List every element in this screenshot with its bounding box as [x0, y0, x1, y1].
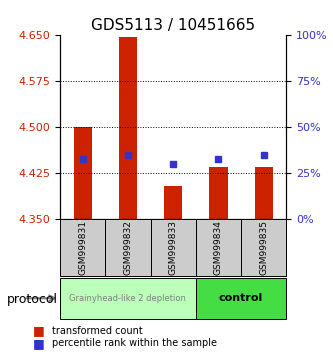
FancyBboxPatch shape	[151, 219, 196, 276]
Text: GSM999832: GSM999832	[123, 220, 133, 275]
Text: percentile rank within the sample: percentile rank within the sample	[52, 338, 216, 348]
Bar	[74, 127, 92, 219]
Text: control: control	[219, 293, 263, 303]
Text: GSM999835: GSM999835	[259, 220, 268, 275]
FancyBboxPatch shape	[196, 219, 241, 276]
FancyBboxPatch shape	[60, 219, 105, 276]
FancyBboxPatch shape	[241, 219, 286, 276]
Text: ■: ■	[33, 337, 45, 350]
Text: transformed count: transformed count	[52, 326, 143, 336]
Text: Grainyhead-like 2 depletion: Grainyhead-like 2 depletion	[70, 294, 186, 303]
Bar	[255, 167, 273, 219]
FancyBboxPatch shape	[105, 219, 151, 276]
Text: GSM999831: GSM999831	[78, 220, 87, 275]
Text: protocol: protocol	[7, 293, 58, 306]
Title: GDS5113 / 10451665: GDS5113 / 10451665	[91, 18, 255, 33]
FancyBboxPatch shape	[60, 278, 196, 319]
Text: GSM999833: GSM999833	[168, 220, 178, 275]
Text: ■: ■	[33, 325, 45, 337]
Bar	[119, 36, 137, 219]
Bar	[164, 186, 182, 219]
FancyBboxPatch shape	[196, 278, 286, 319]
Bar	[209, 167, 227, 219]
Text: GSM999834: GSM999834	[214, 220, 223, 275]
